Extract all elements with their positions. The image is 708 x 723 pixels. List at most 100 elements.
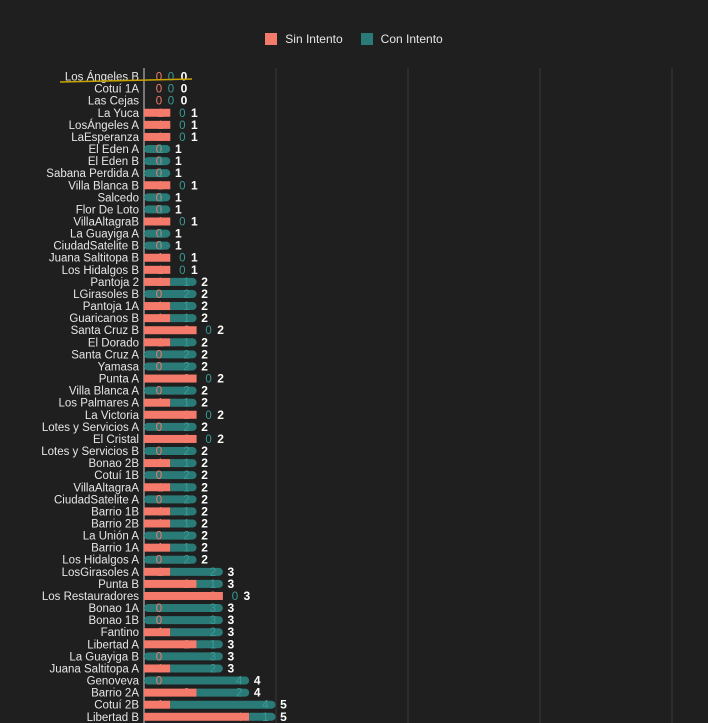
category-label: La Guayiga B	[69, 651, 139, 663]
con-intento-value-label: 2	[210, 567, 216, 579]
category-label: Cotuí 1B	[94, 470, 139, 482]
total-value-label: 2	[201, 480, 208, 494]
legend-item-sin-intento[interactable]: Sin Intento	[265, 32, 343, 46]
sin-intento-value-label: 1	[157, 132, 163, 144]
sin-intento-bar	[144, 338, 171, 347]
sin-intento-value-label: 0	[156, 289, 162, 301]
category-label: LGirasoles B	[73, 289, 139, 301]
highlight-line	[59, 78, 193, 83]
category-label: Santa Cruz B	[71, 325, 140, 337]
con-intento-bar	[144, 555, 197, 564]
con-intento-value-label: 3	[210, 615, 216, 627]
total-value-label: 2	[201, 492, 208, 506]
total-value-label: 1	[191, 118, 198, 132]
category-label: Lotes y Servicios A	[42, 422, 139, 434]
sin-intento-bar	[144, 459, 171, 468]
total-value-label: 2	[201, 504, 208, 518]
con-intento-value-label: 4	[262, 700, 269, 712]
con-intento-value-label: 1	[183, 398, 189, 410]
sin-intento-bar	[144, 591, 223, 600]
con-intento-bar	[170, 314, 197, 323]
con-intento-bar	[144, 422, 197, 431]
sin-intento-value-label: 1	[157, 663, 163, 675]
total-value-label: 2	[201, 529, 208, 543]
total-value-label: 1	[175, 239, 182, 253]
con-intento-bar	[170, 398, 197, 407]
con-intento-bar-join	[249, 712, 255, 721]
total-value-label: 3	[228, 637, 235, 651]
sin-intento-bar	[144, 688, 197, 697]
category-label: La Yuca	[98, 108, 140, 120]
category-label: El Cristal	[93, 434, 139, 446]
sin-intento-value-label: 0	[156, 84, 162, 96]
con-intento-bar	[170, 567, 223, 576]
sin-intento-bar	[144, 567, 171, 576]
total-value-label: 1	[175, 154, 182, 168]
con-intento-value-label: 0	[168, 72, 174, 84]
con-intento-bar	[144, 289, 197, 298]
sin-intento-value-label: 0	[156, 96, 162, 108]
total-value-label: 3	[228, 577, 235, 591]
category-label: Libertad A	[87, 639, 139, 651]
total-value-label: 1	[191, 251, 198, 265]
sin-intento-value-label: 0	[156, 386, 162, 398]
sin-intento-value-label: 0	[156, 192, 162, 204]
con-intento-value-label: 0	[179, 108, 185, 120]
sin-intento-value-label: 2	[183, 579, 189, 591]
con-intento-bar	[170, 628, 223, 637]
con-intento-bar	[144, 616, 223, 625]
total-value-label: 3	[228, 649, 235, 663]
sin-intento-bar	[144, 507, 171, 516]
sin-intento-value-label: 1	[157, 519, 163, 531]
con-intento-bar-join	[170, 338, 176, 347]
con-intento-value-label: 2	[183, 531, 189, 543]
category-label: LaEsperanza	[71, 132, 139, 144]
sin-intento-value-label: 1	[157, 120, 163, 132]
con-intento-value-label: 2	[183, 422, 189, 434]
sin-intento-value-label: 0	[156, 229, 162, 241]
con-intento-value-label: 0	[205, 410, 211, 422]
sin-intento-bar	[144, 543, 171, 552]
legend-item-con-intento[interactable]: Con Intento	[360, 32, 443, 46]
sin-intento-value-label: 0	[156, 156, 162, 168]
con-intento-value-label: 1	[157, 204, 163, 216]
con-intento-value-label: 0	[179, 120, 185, 132]
sin-intento-value-label: 1	[157, 627, 163, 639]
total-value-label: 3	[228, 661, 235, 675]
sin-intento-bar	[144, 265, 171, 274]
sin-intento-value-label: 2	[183, 325, 189, 337]
total-value-label: 5	[280, 710, 287, 723]
category-label: Flor De Loto	[76, 204, 139, 216]
category-label: Bonao 1A	[88, 603, 139, 615]
category-label: Pantoja 2	[90, 277, 139, 289]
con-intento-bar	[196, 579, 223, 588]
total-value-label: 3	[228, 601, 235, 615]
sin-intento-bar	[144, 628, 171, 637]
total-value-label: 2	[217, 372, 224, 386]
category-label: Guaricanos B	[69, 313, 139, 325]
sin-intento-value-label: 0	[156, 422, 162, 434]
total-value-label: 2	[201, 420, 208, 434]
con-intento-value-label: 0	[179, 180, 185, 192]
category-label: Punta A	[99, 374, 140, 386]
sin-intento-bar	[144, 277, 171, 286]
con-intento-value-label: 1	[157, 168, 163, 180]
sin-intento-value-label: 4	[236, 712, 243, 723]
con-intento-bar	[170, 338, 197, 347]
con-intento-bar-join	[170, 519, 176, 528]
total-value-label: 2	[201, 541, 208, 555]
con-intento-bar	[144, 676, 250, 685]
sin-intento-bar	[144, 579, 197, 588]
sin-intento-value-label: 0	[156, 168, 162, 180]
con-intento-bar	[196, 688, 250, 697]
con-intento-value-label: 1	[183, 301, 189, 313]
total-value-label: 1	[191, 130, 198, 144]
sin-intento-value-label: 2	[183, 434, 189, 446]
con-intento-bar	[144, 241, 171, 250]
total-value-label: 2	[217, 323, 224, 337]
con-intento-bar	[144, 350, 197, 359]
total-value-label: 3	[228, 565, 235, 579]
category-label: El Eden A	[88, 144, 139, 156]
sin-intento-value-label: 0	[156, 531, 162, 543]
sin-intento-value-label: 2	[183, 688, 189, 700]
